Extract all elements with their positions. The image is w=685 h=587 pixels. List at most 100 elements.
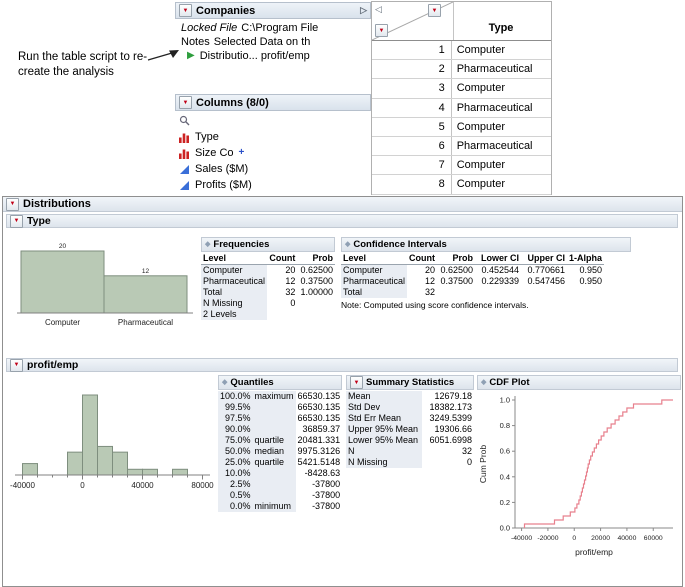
cdf-step-line (523, 399, 673, 528)
continuous-modeling-icon[interactable] (179, 180, 190, 191)
red-triangle-menu-icon[interactable]: ▼ (179, 96, 192, 109)
disclosure-diamond-icon[interactable]: ◆ (481, 379, 487, 386)
svg-text:-40000: -40000 (511, 535, 532, 542)
run-script-icon[interactable]: ▶ (187, 50, 195, 61)
summary-statistics-table: Mean 12679.18 Std Dev 18382.173 Std Err Mean… (346, 391, 474, 468)
column-header: 1-Alpha (567, 253, 605, 265)
row-number[interactable]: 5 (372, 117, 452, 136)
row-number[interactable]: 8 (372, 175, 452, 194)
red-triangle-menu-icon[interactable]: ▼ (10, 358, 23, 372)
table-cell: Pharmaceutical (341, 276, 408, 287)
columns-menu-icon[interactable]: ▼ (428, 4, 441, 17)
notes-label: Notes (181, 36, 210, 48)
column-item-sales-m-[interactable]: Sales ($M) (175, 161, 371, 177)
plus-icon: + (238, 147, 245, 158)
red-triangle-menu-icon[interactable]: ▼ (6, 197, 19, 211)
histogram-bar[interactable] (20, 250, 105, 314)
table-cell: 19306.66 (434, 424, 472, 434)
cell-type[interactable]: Pharmaceutical (456, 139, 533, 152)
table-row: Computer 20 0.62500 0.452544 0.770661 0.950 (341, 264, 604, 276)
table-cell: 5421.5148 (297, 457, 341, 467)
svg-text:1.0: 1.0 (500, 396, 510, 405)
confidence-intervals-title: Confidence Intervals (353, 239, 447, 250)
panel-collapse-left-icon[interactable]: ◁ (375, 4, 382, 14)
rows-menu-icon[interactable]: ▼ (375, 24, 388, 37)
columns-list: Type Size Co + Sales ($M) Profits ($M) (175, 129, 371, 193)
confidence-intervals-table: Level Count Prob Lower CI Upper CI 1-Alpha Com… (341, 253, 631, 298)
column-item-type[interactable]: Type (175, 129, 371, 145)
histogram-bar[interactable] (82, 394, 98, 476)
notes-value: Selected Data on th (213, 36, 311, 48)
histogram-bar[interactable] (22, 463, 38, 476)
row-number[interactable]: 6 (372, 136, 452, 156)
histogram-bar[interactable] (127, 468, 143, 476)
row-number[interactable]: 2 (372, 60, 452, 79)
columns-panel-header[interactable]: ▼ Columns (8/0) (175, 94, 371, 111)
row-number[interactable]: 4 (372, 98, 452, 117)
column-header: Prob (437, 253, 476, 265)
table-cell (252, 413, 296, 424)
type-outline-bar[interactable]: ▼ Type (6, 214, 678, 228)
type-histogram-chart[interactable]: 20 Computer 12 Pharmaceutical (11, 233, 199, 337)
table-cell: 12 (285, 276, 296, 286)
table-row: 99.5% 66530.135 (218, 402, 342, 413)
red-triangle-menu-icon[interactable]: ▼ (350, 376, 363, 389)
table-cell: 6051.6998 (429, 435, 472, 445)
column-item-size-co[interactable]: Size Co + (175, 145, 371, 161)
table-cell: 0.950 (579, 276, 603, 286)
profit-emp-histogram-chart[interactable]: -40000 0 40000 80000 (9, 375, 216, 499)
disclosure-diamond-icon[interactable]: ◆ (345, 241, 351, 248)
nominal-modeling-icon[interactable] (179, 148, 190, 159)
cell-type[interactable]: Computer (456, 178, 505, 191)
disclosure-diamond-icon[interactable]: ◆ (205, 241, 211, 248)
histogram-bar[interactable] (103, 275, 188, 314)
histogram-bar[interactable] (142, 468, 158, 476)
histogram-bar[interactable] (112, 451, 128, 476)
summary-statistics-header[interactable]: ▼ Summary Statistics (346, 375, 474, 390)
panel-collapse-right-icon[interactable]: ▷ (360, 5, 367, 15)
svg-text:0.6: 0.6 (500, 447, 510, 456)
table-row: 2 Levels (201, 309, 335, 320)
histogram-bar[interactable] (97, 445, 113, 476)
table-script-distribution[interactable]: ▶ Distributio... profit/emp (181, 49, 367, 63)
cell-type[interactable]: Pharmaceutical (456, 101, 533, 114)
column-search[interactable] (175, 111, 371, 129)
row-number[interactable]: 3 (372, 79, 452, 98)
nominal-modeling-icon[interactable] (179, 132, 190, 143)
table-cell: 9975.3126 (297, 446, 341, 456)
histogram-bar[interactable] (67, 451, 83, 476)
column-item-profits-m-[interactable]: Profits ($M) (175, 177, 371, 193)
cdf-plot-chart: 0.0 0.2 0.4 0.6 0.8 1.0 -40000 -20000 0 20000 4000… (478, 396, 673, 557)
svg-text:60000: 60000 (644, 535, 663, 542)
histogram-bar[interactable] (172, 468, 188, 476)
row-number[interactable]: 7 (372, 156, 452, 175)
table-row: 97.5% 66530.135 (218, 413, 342, 424)
continuous-modeling-icon[interactable] (179, 164, 190, 175)
table-cell: Mean (346, 391, 422, 402)
column-header-type[interactable]: Type (488, 22, 514, 34)
cell-type[interactable]: Pharmaceutical (456, 63, 533, 76)
table-cell: 20481.331 (297, 435, 341, 445)
red-triangle-menu-icon[interactable]: ▼ (10, 214, 23, 228)
row-number[interactable]: 1 (372, 41, 452, 60)
table-cell: quartile (252, 435, 296, 446)
table-cell: -37800 (312, 479, 341, 489)
table-cell: 0.452544 (481, 265, 520, 275)
disclosure-diamond-icon[interactable]: ◆ (222, 379, 228, 386)
companies-panel-header[interactable]: ▼ Companies ▷ (175, 2, 371, 19)
cell-type[interactable]: Computer (456, 120, 505, 133)
red-triangle-menu-icon[interactable]: ▼ (179, 4, 192, 17)
cell-type[interactable]: Computer (456, 82, 505, 95)
cell-type[interactable]: Computer (456, 44, 505, 56)
profit-emp-outline-bar[interactable]: ▼ profit/emp (6, 358, 678, 372)
table-cell (297, 298, 335, 309)
distributions-outline-bar[interactable]: ▼ Distributions (3, 197, 682, 212)
cell-type[interactable]: Computer (456, 159, 505, 172)
confidence-intervals-header[interactable]: ◆ Confidence Intervals (341, 237, 631, 252)
table-cell: -8428.63 (304, 468, 341, 478)
quantiles-header[interactable]: ◆ Quantiles (218, 375, 342, 390)
cdf-plot-header[interactable]: ◆ CDF Plot (477, 375, 681, 390)
table-row: 2.5% -37800 (218, 479, 342, 490)
column-header: Level (341, 253, 408, 265)
frequencies-header[interactable]: ◆ Frequencies (201, 237, 335, 252)
